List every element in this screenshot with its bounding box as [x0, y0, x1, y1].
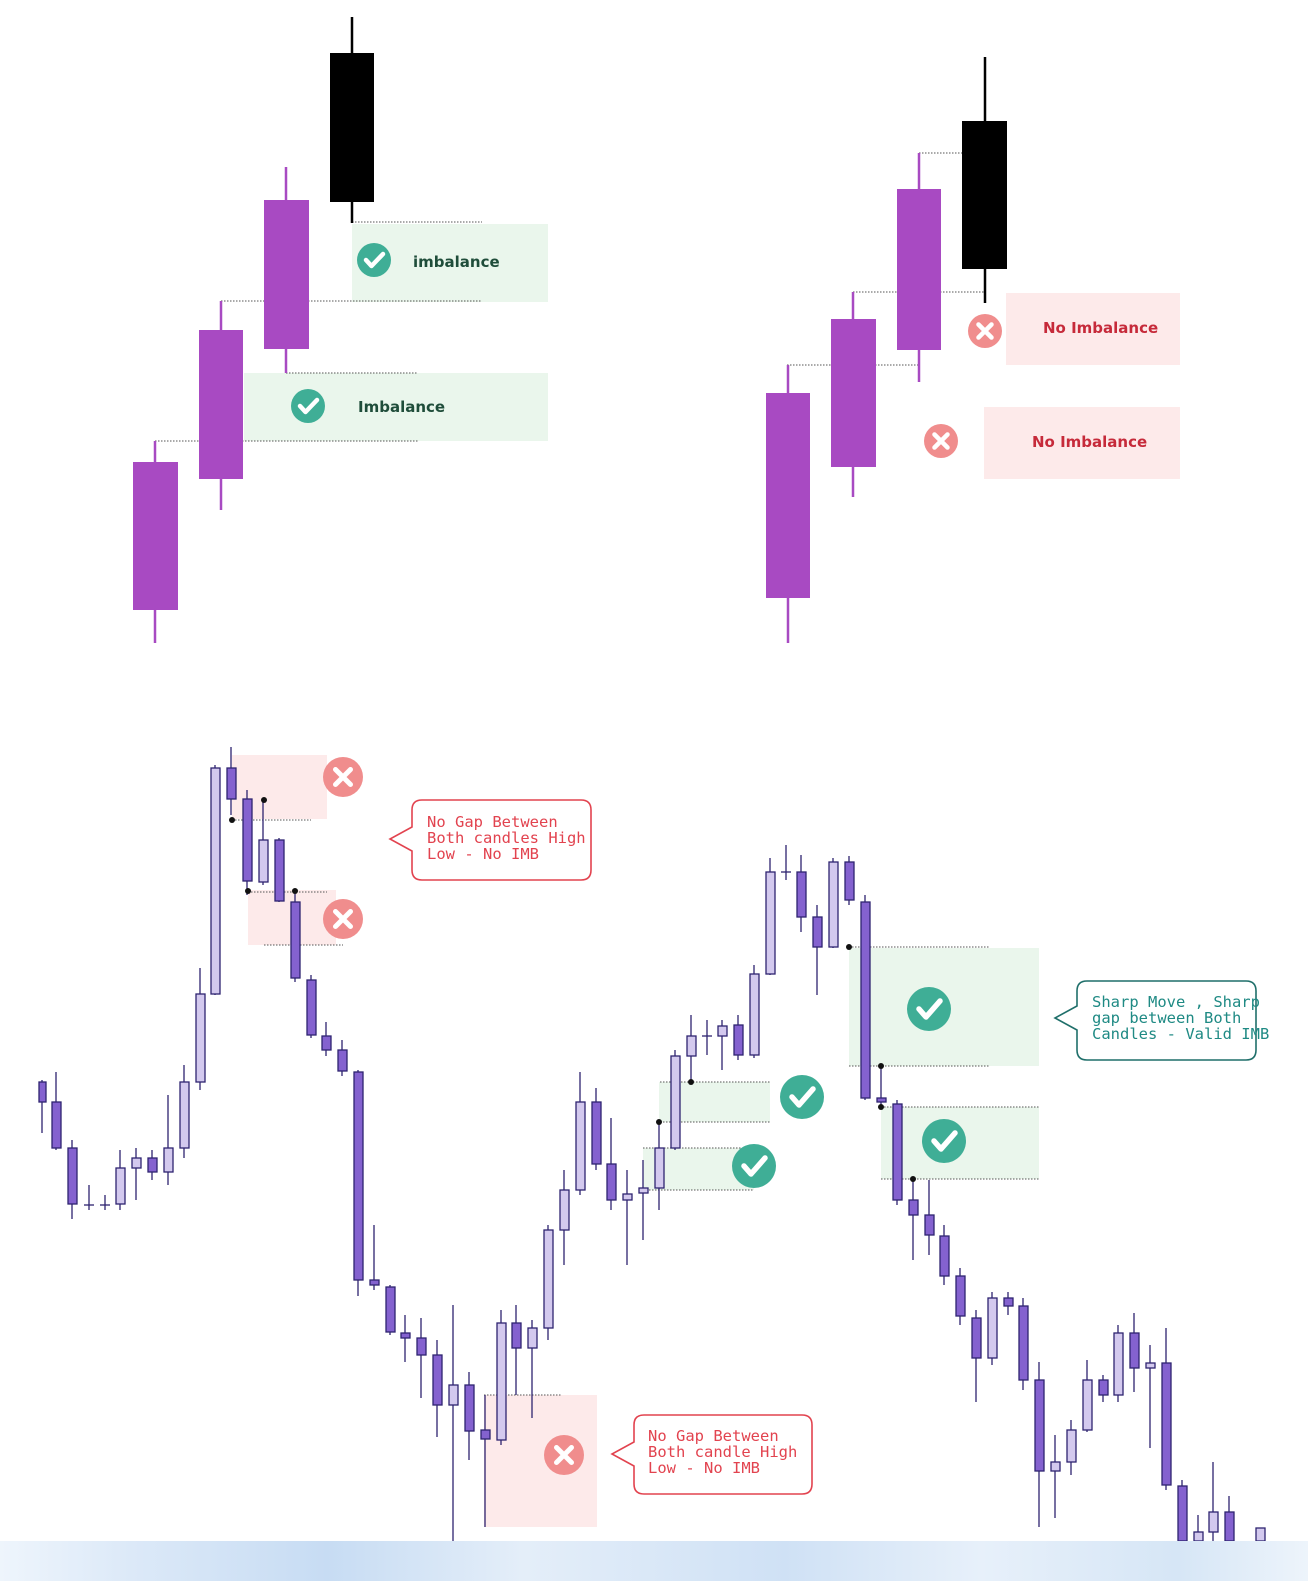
candles: [38, 747, 1266, 1542]
price-chart: [38, 747, 1266, 1542]
candle: [199, 301, 243, 510]
callout-bubble-bottom: [610, 1414, 813, 1495]
candle: [264, 167, 309, 373]
no-imbalance-label-bottom: No Imbalance: [1032, 433, 1148, 451]
check-circle-icon: [732, 1144, 776, 1188]
cross-circle-icon: [968, 314, 1002, 348]
candle: [962, 57, 1007, 303]
top-left-imbalance-example: [133, 17, 548, 643]
cross-circle-icon: [323, 899, 363, 939]
cross-circle-icon: [544, 1435, 584, 1475]
candle: [831, 292, 876, 497]
bottom-background-band: [0, 1541, 1308, 1581]
check-circle-icon: [907, 987, 951, 1031]
callout-text-bottom: No Gap Between Both candle High Low - No…: [648, 1427, 798, 1477]
no-imbalance-label-top: No Imbalance: [1043, 319, 1159, 337]
marker-dots: [229, 797, 916, 1182]
check-circle-icon: [291, 389, 325, 423]
no-imbalance-zone-lower: [984, 407, 1180, 479]
callout-bubble-top-left: [388, 799, 592, 881]
callout-bubble-right: [1053, 980, 1257, 1061]
check-circle-icon: [357, 243, 391, 277]
no-imbalance-zone-upper: [1006, 293, 1180, 365]
check-circle-icon: [922, 1119, 966, 1163]
callout-text-top-left: No Gap Between Both candles High Low - N…: [427, 813, 586, 863]
candle: [330, 17, 374, 223]
cross-circle-icon: [924, 424, 958, 458]
candle: [897, 153, 941, 382]
candle: [133, 441, 178, 643]
top-right-no-imbalance-example: [766, 57, 1180, 643]
callout-text-right: Sharp Move , Sharp gap between Both Cand…: [1092, 993, 1270, 1043]
candle: [766, 365, 810, 643]
imbalance-label-bottom: Imbalance: [358, 398, 446, 416]
imbalance-label-top: imbalance: [413, 253, 500, 271]
cross-circle-icon: [323, 757, 363, 797]
check-circle-icon: [780, 1075, 824, 1119]
